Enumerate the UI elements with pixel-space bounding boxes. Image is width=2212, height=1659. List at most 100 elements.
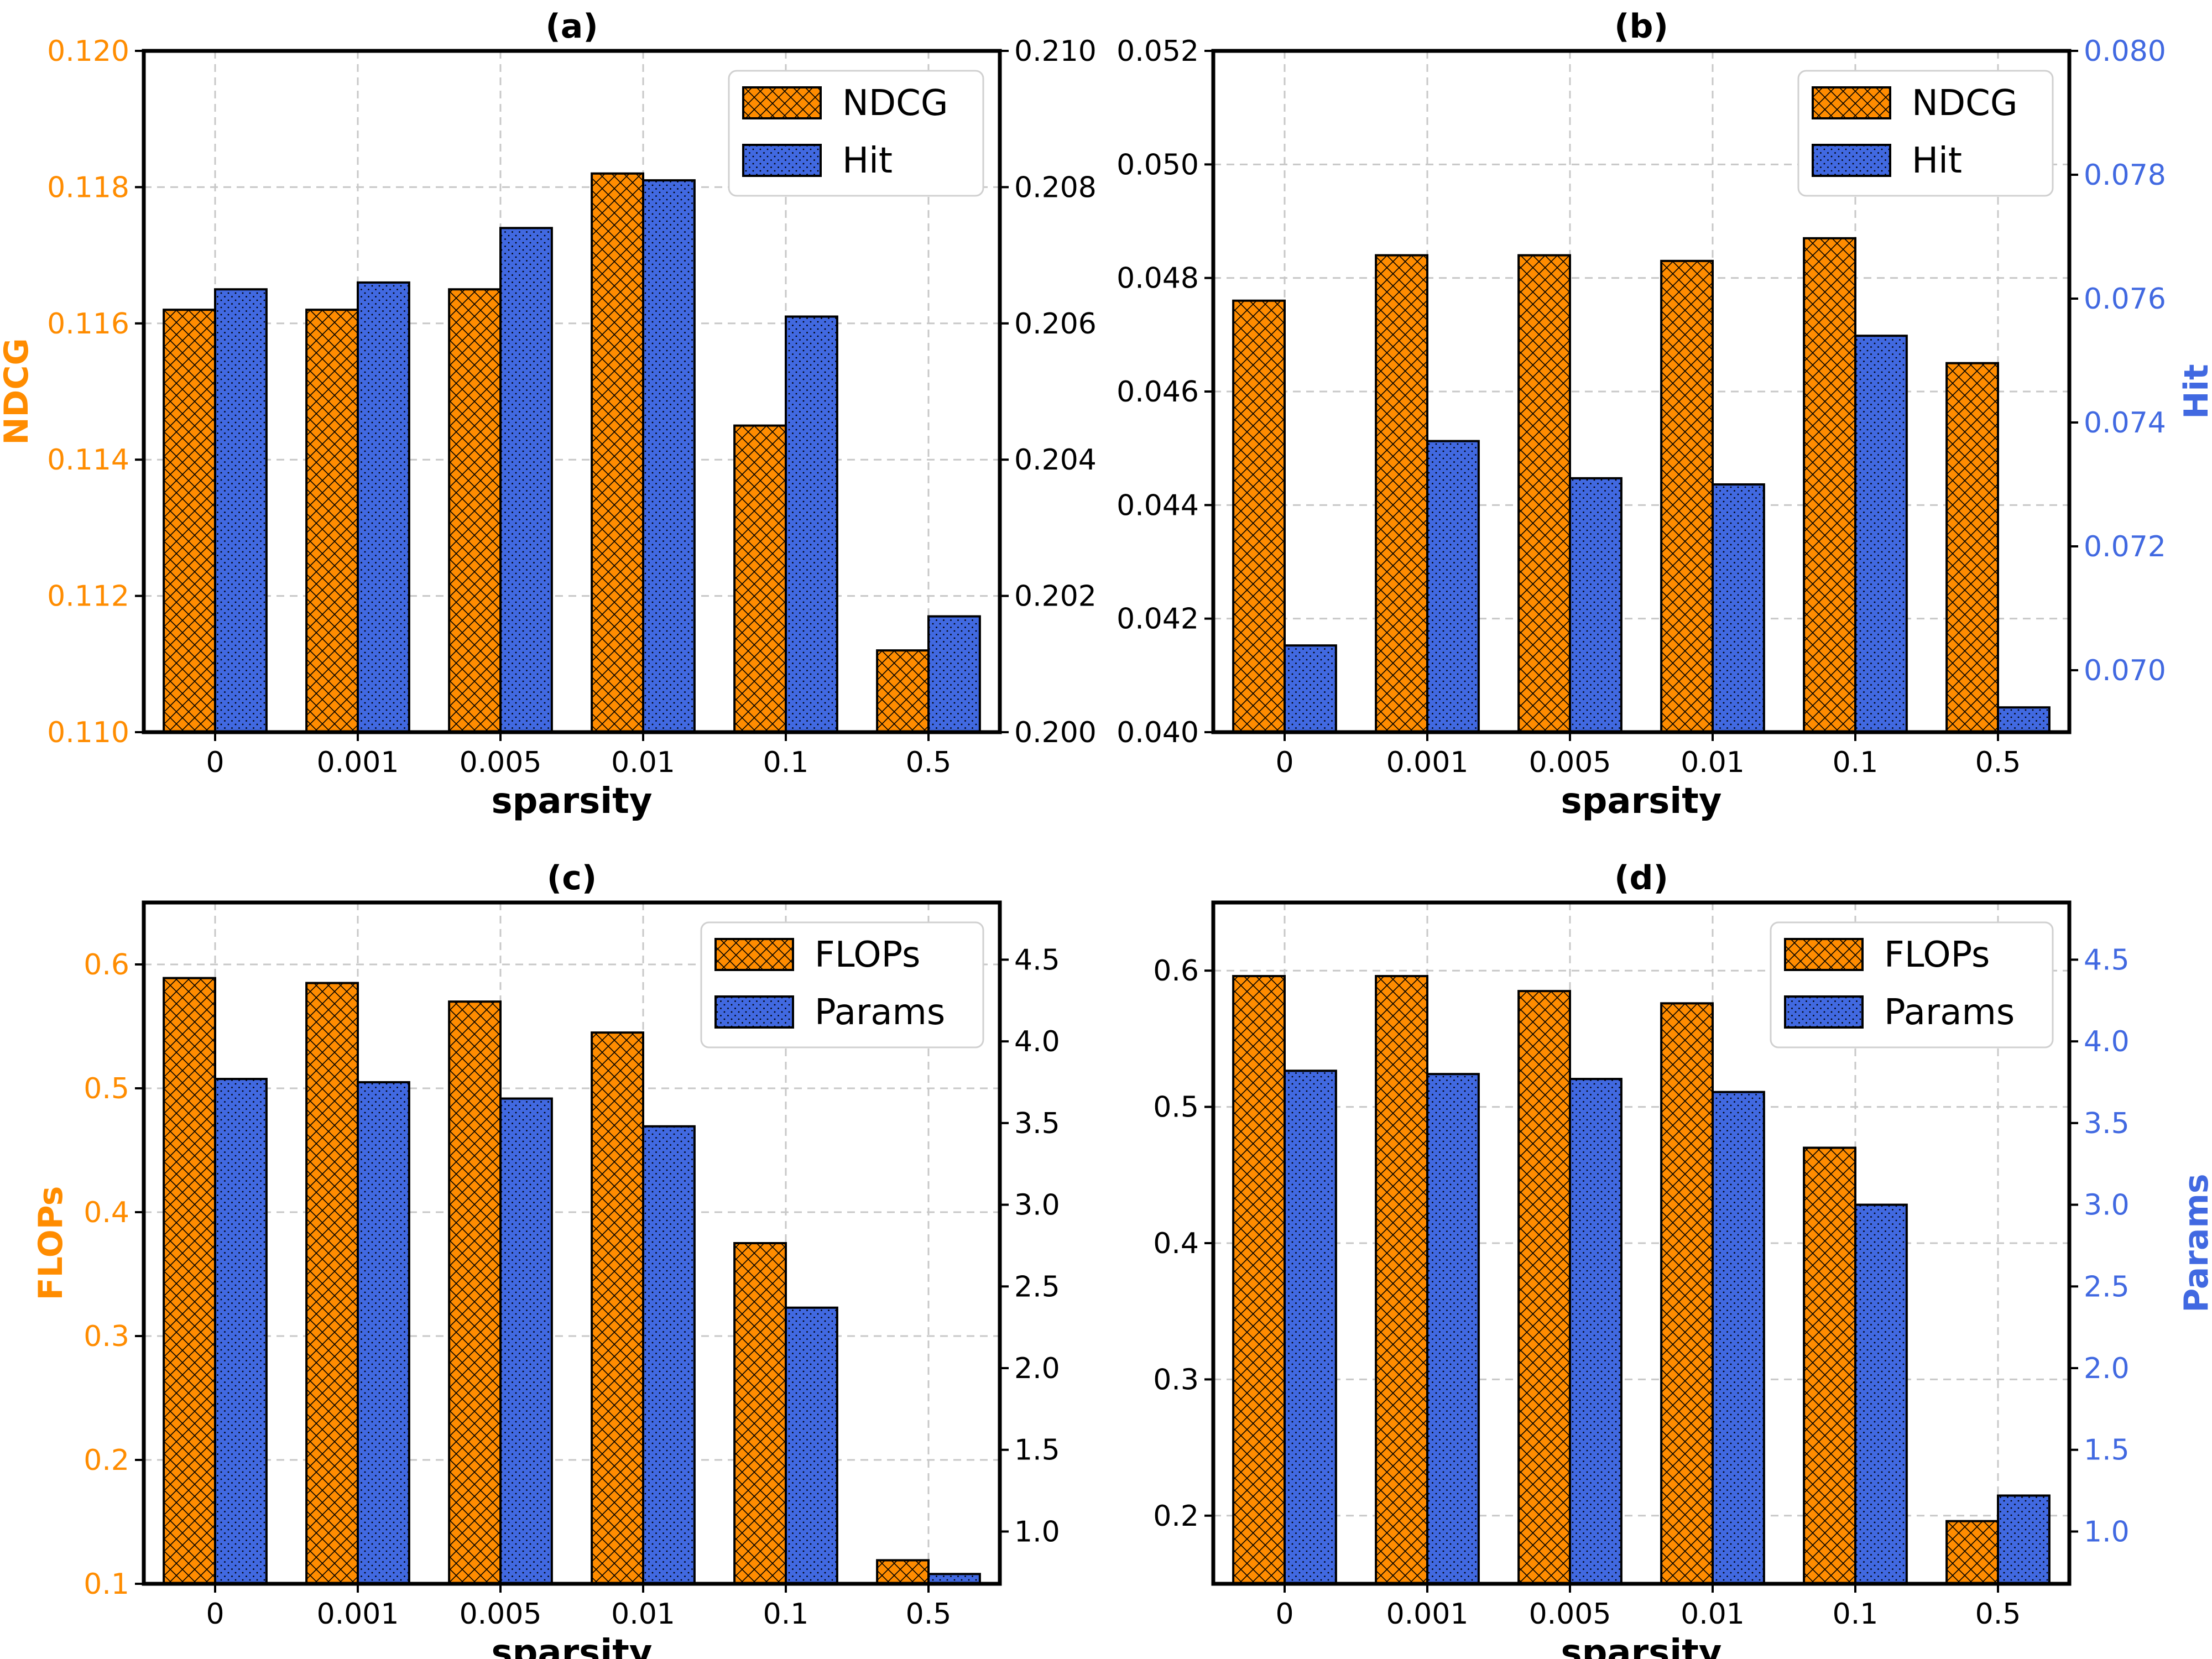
bar-ndcg-0.1: [733, 424, 787, 733]
bar-flops-0.1: [1803, 1146, 1857, 1585]
bar-ndcg-0.001: [305, 309, 359, 733]
y-right-tick-label: 1.0: [2084, 1515, 2130, 1548]
chart-panel-2: 0.040 0.042 0.044 0.046 0.048 0.050 0.052 0.070…: [1117, 7, 2212, 822]
bar-hit-0.001: [357, 281, 410, 733]
x-tick-label: 0.001: [317, 746, 399, 779]
bar-hit-0.5: [927, 615, 981, 734]
bar-ndcg-0: [163, 309, 216, 733]
bar-params-0.1: [1854, 1203, 1908, 1585]
legend-swatch-ndcg: [742, 86, 822, 119]
x-tick-label: 0.1: [1833, 1598, 1879, 1631]
legend-label-hit: Hit: [842, 140, 893, 181]
bar-ndcg-0: [1232, 299, 1286, 733]
bar-ndcg-0.5: [1945, 362, 2000, 733]
bar-hit-0.01: [1712, 483, 1765, 733]
bar-ndcg-0.5: [876, 649, 930, 734]
plot-frame: [142, 49, 1002, 734]
x-axis-label: sparsity: [1561, 781, 1722, 822]
bar-flops-0.001: [1375, 975, 1429, 1585]
bar-flops-0.001: [305, 982, 359, 1585]
y-right-tick-label: 2.0: [1014, 1352, 1060, 1385]
bar-flops-0.01: [591, 1031, 644, 1585]
y-left-tick-label: 0.3: [1153, 1363, 1199, 1396]
y-left-tick-label: 0.6: [1153, 954, 1199, 988]
y-left-tick-label: 0.118: [47, 171, 129, 204]
panel-title: (b): [1614, 7, 1668, 46]
y-left-tick-label: 0.1: [84, 1568, 129, 1601]
bar-hit-0.5: [1997, 706, 2051, 733]
legend-swatch-params: [1784, 995, 1864, 1029]
y-right-tick-label: 3.0: [1014, 1189, 1060, 1222]
y-left-tick-label: 0.040: [1117, 716, 1199, 749]
y-right-tick-label: 0.210: [1014, 35, 1097, 68]
y-right-tick-label: 2.5: [1014, 1270, 1060, 1303]
y-left-tick-label: 0.4: [84, 1196, 129, 1229]
y-left-tick-label: 0.050: [1117, 148, 1199, 181]
bar-ndcg-0.1: [1803, 237, 1857, 733]
x-tick-label: 0.5: [1975, 1598, 2021, 1631]
y-right-tick-label: 0.080: [2084, 35, 2166, 68]
y-left-tick-label: 0.2: [1153, 1500, 1199, 1533]
legend-swatch-flops: [714, 938, 794, 971]
x-tick-label: 0.005: [460, 746, 542, 779]
y-right-tick-label: 0.208: [1014, 171, 1097, 204]
y-axis-label-left: FLOPs: [32, 1186, 70, 1301]
y-axis-label-right: Hit: [2177, 364, 2212, 419]
y-left-tick-label: 0.110: [47, 716, 129, 749]
x-tick-label: 0.5: [1975, 746, 2021, 779]
bar-flops-0.005: [448, 1000, 502, 1585]
bar-flops-0: [163, 977, 216, 1585]
x-tick-label: 0.01: [611, 746, 675, 779]
bar-ndcg-0.005: [1517, 254, 1572, 734]
y-right-tick-label: 0.074: [2084, 406, 2166, 440]
y-left-tick-label: 0.2: [84, 1444, 129, 1477]
bar-flops-0.5: [876, 1559, 930, 1585]
y-left-tick-label: 0.6: [84, 948, 129, 982]
bar-ndcg-0.001: [1375, 254, 1429, 734]
chart-panel-3: 0.1 0.2 0.3 0.4 0.5 0.6 1.0 1.5 2.0 2.5 3.0 3.5 4.0 4…: [32, 859, 1060, 1659]
legend-swatch-hit: [1812, 144, 1891, 177]
chart-panel-1: 0.110 0.112 0.114 0.116 0.118 0.120 0.200 0.202…: [47, 7, 1097, 822]
chart-panels: 0.1100.1120.1140.1160.1180.1200.2000.202…: [0, 7, 2212, 1659]
panel-title: (c): [547, 859, 597, 898]
y-right-tick-label: 0.070: [2084, 654, 2166, 687]
bar-params-0.005: [499, 1097, 553, 1585]
bar-hit-0.1: [785, 315, 838, 733]
bar-params-0.001: [1426, 1073, 1480, 1585]
bar-hit-0: [214, 288, 268, 733]
y-right-tick-label: 2.5: [2084, 1270, 2130, 1303]
y-right-tick-label: 0.202: [1014, 580, 1097, 613]
chart-panel-4: 0.2 0.3 0.4 0.5 0.6 1.0 1.5 2.0 2.5 3.0 3.5 4.0 4.5 0…: [1153, 859, 2212, 1659]
bar-params-0.005: [1569, 1078, 1623, 1585]
x-axis-label: sparsity: [492, 1632, 653, 1659]
bar-hit-0: [1284, 644, 1337, 733]
x-tick-label: 0.001: [1386, 1598, 1469, 1631]
x-axis-label: sparsity: [1561, 1632, 1722, 1659]
y-left-tick-label: 0.112: [47, 580, 129, 613]
y-left-tick-label: 0.042: [1117, 603, 1199, 636]
bar-ndcg-0.01: [591, 172, 644, 733]
legend-label-params: Params: [1884, 992, 2015, 1033]
y-right-tick-label: 4.5: [2084, 943, 2130, 977]
y-left-tick-label: 0.116: [47, 307, 129, 341]
bar-flops-0.5: [1945, 1520, 2000, 1585]
x-tick-label: 0.01: [1681, 1598, 1745, 1631]
bar-params-0.01: [642, 1125, 696, 1585]
y-axis-label-right: Params: [2177, 1173, 2212, 1312]
legend-label-hit: Hit: [1912, 140, 1962, 181]
y-left-tick-label: 0.114: [47, 444, 129, 477]
legend: FLOPs Params: [700, 921, 984, 1048]
legend-label-flops: FLOPs: [1884, 935, 1990, 975]
x-tick-label: 0.01: [611, 1598, 675, 1631]
y-right-tick-label: 0.072: [2084, 530, 2166, 564]
bar-params-0: [1284, 1070, 1337, 1585]
x-tick-label: 0.1: [1833, 746, 1879, 779]
y-right-tick-label: 1.5: [2084, 1434, 2130, 1467]
y-right-tick-label: 4.5: [1014, 943, 1060, 977]
legend-label-flops: FLOPs: [815, 935, 920, 975]
x-tick-label: 0.005: [1529, 746, 1611, 779]
y-left-tick-label: 0.4: [1153, 1227, 1199, 1260]
bar-params-0.1: [785, 1306, 838, 1585]
legend-swatch-flops: [1784, 938, 1864, 971]
y-right-tick-label: 4.0: [1014, 1025, 1060, 1058]
